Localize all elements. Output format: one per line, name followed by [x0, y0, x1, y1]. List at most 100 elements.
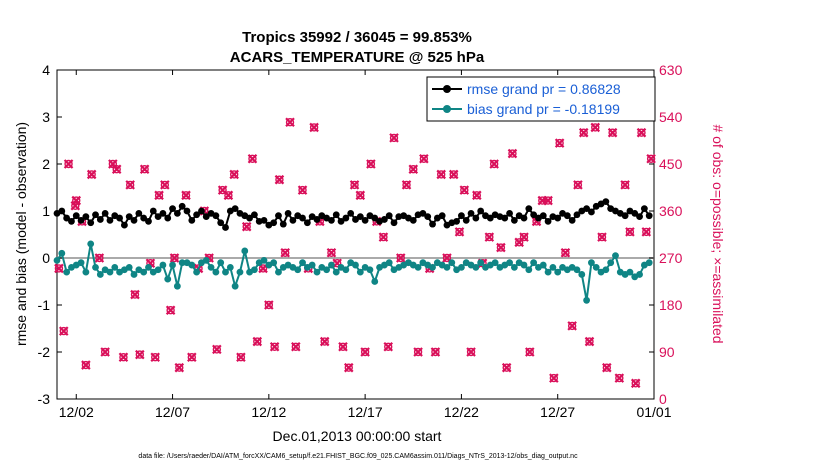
obs-possible-point: [455, 227, 464, 237]
obs-assimilated-point: [378, 232, 389, 242]
rmse-point: [332, 211, 340, 219]
obs-assimilated-point: [383, 342, 394, 352]
obs-assimilated-point: [395, 253, 406, 263]
obs-assimilated-point: [135, 349, 145, 360]
y2-tick-label: 0: [659, 391, 667, 407]
legend-rmse-marker: [443, 85, 451, 93]
y2-tick-label: 360: [659, 203, 683, 219]
obs-assimilated-point: [130, 289, 140, 300]
x-tick-label: 12/12: [251, 404, 286, 420]
rmse-point: [554, 214, 562, 222]
obs-assimilated-point: [212, 344, 222, 355]
rmse-point: [356, 213, 364, 221]
rmse-point: [328, 217, 335, 224]
obs-assimilated-point: [223, 190, 234, 201]
x-tick-label: 12/17: [348, 404, 383, 420]
obs-possible-point: [270, 342, 279, 351]
legend: rmse grand pr = 0.86828 bias grand pr = …: [426, 76, 656, 122]
rmse-point: [602, 198, 610, 206]
obs-possible-point: [442, 253, 452, 263]
bias-point: [299, 259, 306, 267]
obs-assimilated-point: [507, 148, 518, 159]
bias-point: [63, 268, 71, 276]
rmse-point: [645, 212, 653, 220]
rmse-point: [145, 217, 152, 225]
rmse-point: [636, 213, 643, 221]
rmse-point: [424, 213, 432, 221]
obs-possible-point: [519, 232, 529, 242]
bias-point: [313, 268, 321, 276]
obs-possible-point: [258, 264, 268, 273]
chart-title: Tropics 35992 / 36045 = 99.853%: [242, 29, 472, 46]
obs-assimilated-point: [567, 321, 577, 331]
obs-possible-point: [218, 185, 227, 195]
bias-point: [231, 282, 239, 290]
bias-point: [250, 266, 258, 274]
obs-possible-point: [567, 321, 577, 331]
obs-possible-point: [350, 180, 359, 190]
bias-point: [332, 268, 340, 276]
obs-possible-point: [242, 222, 251, 231]
rmse-point: [140, 214, 148, 222]
bias-point: [472, 264, 480, 271]
rmse-point: [640, 205, 648, 213]
obs-possible-point: [59, 326, 68, 336]
obs-possible-point: [248, 154, 257, 163]
obs-assimilated-point: [501, 362, 512, 373]
y2-tick-label: 450: [659, 156, 683, 172]
obs-possible-point: [642, 227, 651, 237]
obs-assimilated-point: [355, 190, 366, 201]
bias-point: [125, 264, 133, 271]
rmse-point: [573, 211, 581, 219]
rmse-point: [501, 214, 509, 222]
obs-possible-point: [413, 347, 423, 357]
obs-assimilated-point: [187, 352, 197, 362]
bias-point: [549, 264, 557, 271]
obs-assimilated-point: [139, 164, 150, 174]
legend-bias-label: bias grand pr = -0.18199: [467, 101, 620, 117]
obs-possible-point: [54, 264, 64, 273]
obs-possible-point: [538, 196, 547, 205]
obs-possible-point: [229, 170, 239, 179]
rmse-point: [121, 221, 128, 229]
obs-assimilated-point: [597, 232, 607, 242]
rmse-point: [467, 209, 475, 217]
obs-possible-point: [591, 123, 600, 132]
obs-possible-point: [140, 165, 149, 174]
obs-possible-point: [472, 191, 482, 200]
bias-point: [588, 259, 595, 267]
obs-possible-point: [449, 170, 458, 179]
bias-point: [544, 268, 552, 276]
obs-assimilated-point: [560, 248, 571, 258]
obs-possible-point: [460, 185, 469, 195]
obs-possible-point: [525, 347, 534, 357]
rmse-point: [284, 209, 292, 217]
y-tick-label: -1: [38, 297, 51, 313]
obs-assimilated-point: [620, 180, 630, 190]
bias-point: [539, 261, 547, 269]
rmse-point: [299, 214, 306, 222]
rmse-point: [159, 209, 167, 217]
obs-assimilated-point: [274, 174, 285, 185]
rmse-point: [72, 212, 80, 220]
bias-point: [96, 271, 104, 278]
obs-assimilated-point: [549, 373, 559, 383]
rmse-point: [279, 220, 287, 228]
legend-box: [426, 76, 656, 122]
bias-point: [414, 264, 422, 271]
obs-assimilated-point: [247, 154, 258, 164]
y-tick-label: 3: [42, 109, 50, 125]
obs-assimilated-point: [472, 190, 482, 201]
obs-assimilated-point: [584, 336, 595, 347]
obs-possible-point: [130, 290, 140, 299]
obs-assimilated-point: [81, 360, 91, 370]
rmse-point: [130, 217, 138, 224]
obs-possible-point: [298, 185, 307, 195]
y2-tick-label: 270: [659, 250, 683, 266]
bias-point: [145, 264, 152, 271]
obs-possible-point: [327, 248, 336, 257]
obs-possible-point: [409, 165, 418, 174]
obs-assimilated-point: [297, 185, 308, 195]
bias-point: [130, 271, 138, 278]
